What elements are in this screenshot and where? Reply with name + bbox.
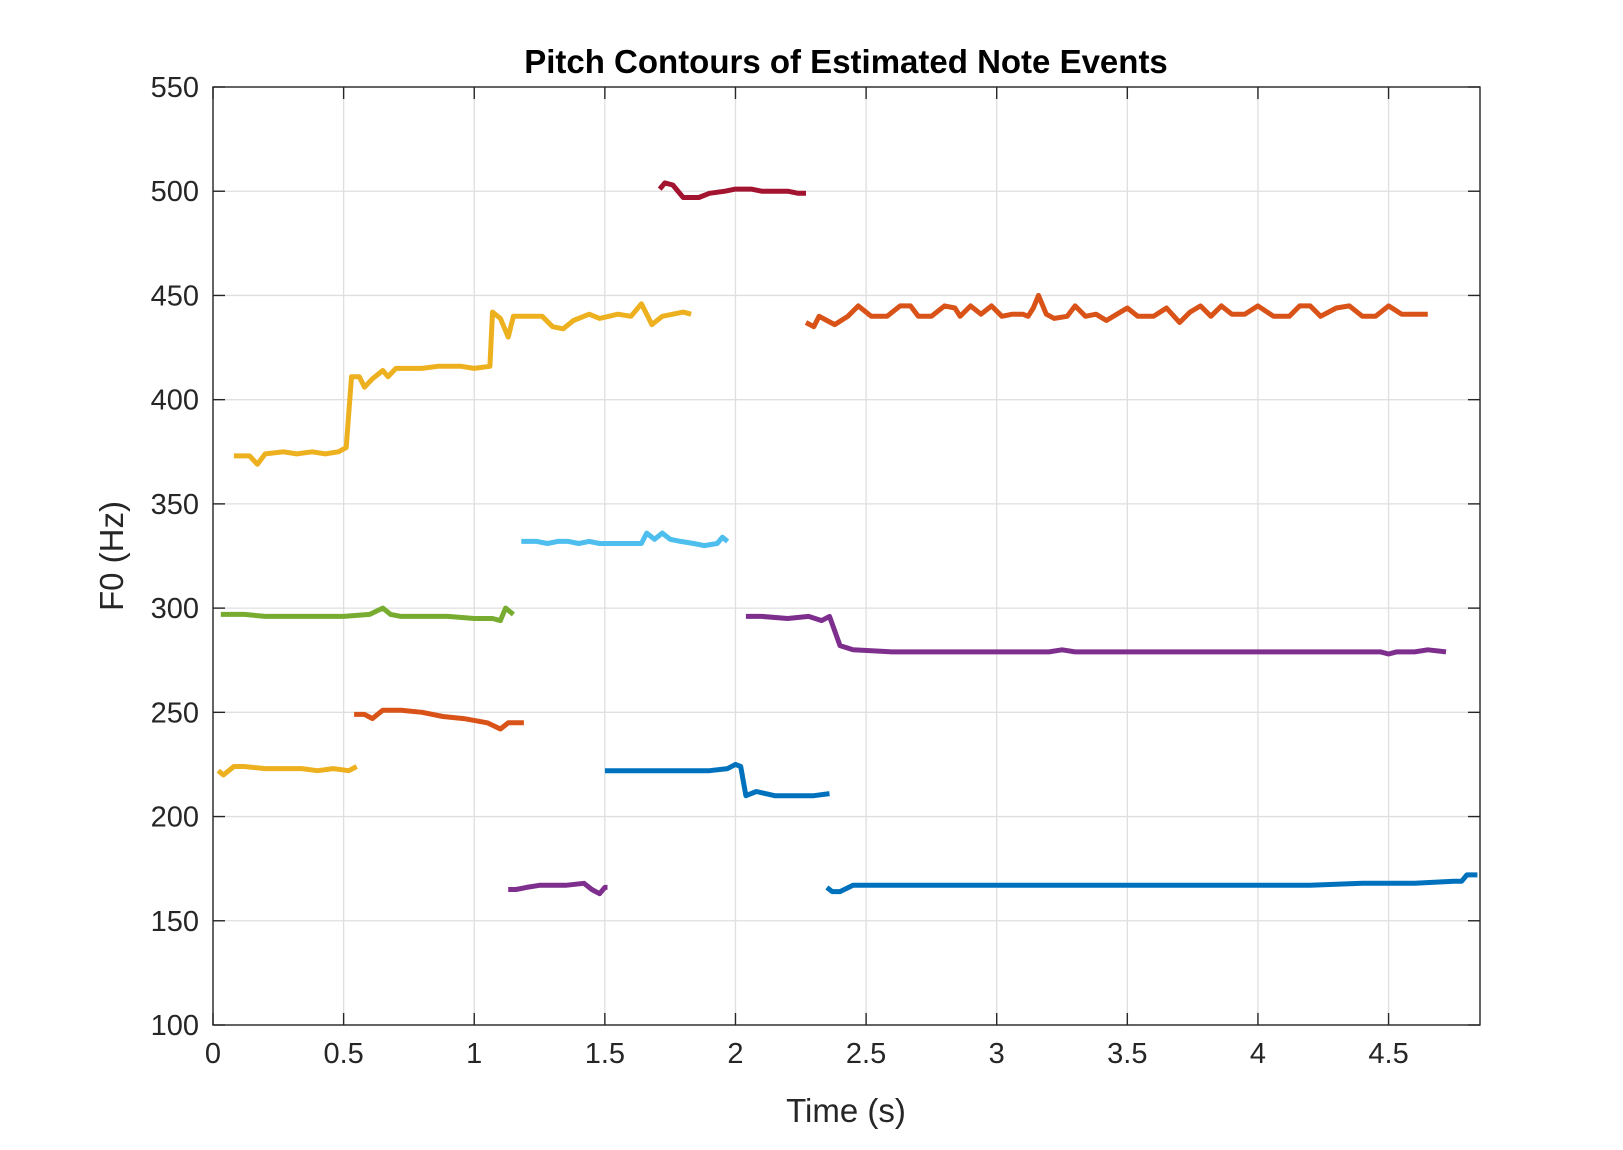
y-tick-label: 450	[151, 280, 199, 312]
x-tick-label: 3	[989, 1038, 1005, 1070]
y-tick-label: 200	[151, 802, 199, 834]
x-axis-label: Time (s)	[786, 1092, 906, 1129]
x-tick-label: 4	[1250, 1038, 1266, 1070]
pitch-contour-1	[216, 764, 358, 778]
x-tick-label: 4.5	[1368, 1038, 1408, 1070]
x-tick-label: 1	[466, 1038, 482, 1070]
chart-title: Pitch Contours of Estimated Note Events	[524, 43, 1168, 80]
x-tick-label: 0	[205, 1038, 221, 1070]
y-tick-label: 100	[151, 1010, 199, 1042]
ticks: 0 0.5 1 1.5 2 2.5 3 3.5 4 4.5 100 150 200 250 300 350 40…	[151, 72, 1480, 1070]
x-tick-label: 0.5	[323, 1038, 363, 1070]
series-layer	[216, 180, 1478, 897]
pitch-contour-5	[521, 530, 730, 549]
x-tick-label: 1.5	[585, 1038, 625, 1070]
y-tick-label: 250	[151, 697, 199, 729]
pitch-contour-2	[354, 707, 524, 732]
y-tick-label: 350	[151, 489, 199, 521]
pitch-contour-7	[804, 292, 1428, 330]
pitch-contour-9	[604, 761, 830, 799]
y-tick-label: 500	[151, 176, 199, 208]
pitch-contour-6	[657, 180, 806, 200]
y-tick-label: 150	[151, 906, 199, 938]
pitch-contour-4	[233, 301, 692, 467]
x-tick-label: 2.5	[846, 1038, 886, 1070]
x-tick-label: 3.5	[1107, 1038, 1147, 1070]
pitch-contour-3	[220, 605, 515, 624]
y-tick-label: 400	[151, 385, 199, 417]
y-axis-label: F0 (Hz)	[93, 501, 130, 611]
pitch-contour-11	[825, 872, 1478, 895]
y-tick-label: 550	[151, 72, 199, 104]
x-tick-label: 2	[727, 1038, 743, 1070]
pitch-contour-8	[745, 613, 1447, 657]
axes-box	[212, 86, 1481, 1026]
y-tick-label: 300	[151, 593, 199, 625]
pitch-contour-10	[508, 880, 608, 897]
